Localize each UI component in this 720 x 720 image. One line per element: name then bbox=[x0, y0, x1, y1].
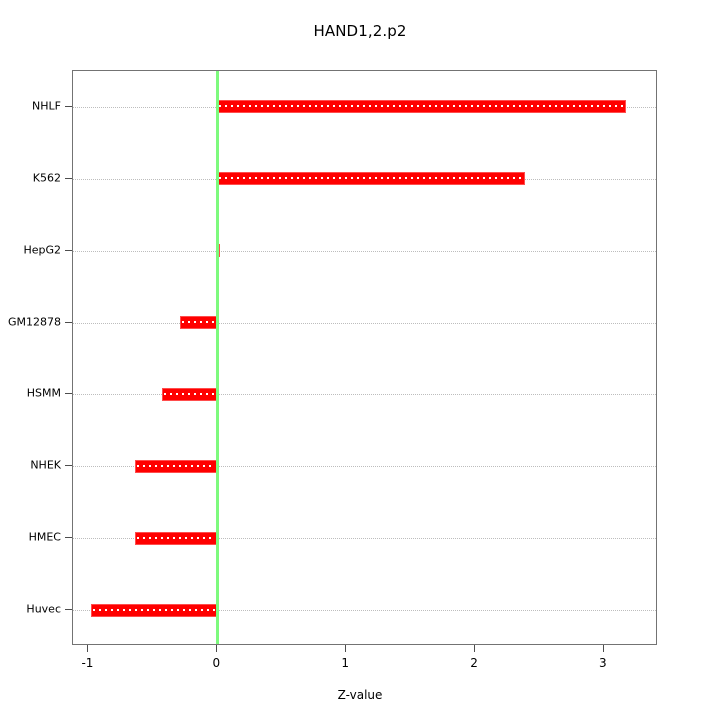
bar bbox=[134, 459, 218, 473]
y-tick-mark bbox=[65, 105, 72, 107]
chart-title: HAND1,2.p2 bbox=[313, 22, 407, 40]
y-axis bbox=[0, 0, 64, 720]
gridline bbox=[73, 322, 656, 324]
gridline bbox=[73, 250, 656, 252]
bar bbox=[134, 531, 218, 545]
y-tick-mark bbox=[65, 465, 72, 467]
x-tick-label-1: 1 bbox=[341, 656, 349, 670]
bar bbox=[217, 100, 626, 114]
bar bbox=[217, 172, 526, 186]
y-tick-mark bbox=[65, 177, 72, 179]
plot-area bbox=[72, 70, 657, 645]
x-tick-label-2: 2 bbox=[470, 656, 478, 670]
x-tick-mark bbox=[474, 645, 476, 652]
x-tick-mark bbox=[345, 645, 347, 652]
gridline bbox=[73, 394, 656, 396]
y-tick-mark bbox=[65, 393, 72, 395]
bar bbox=[91, 603, 218, 617]
x-tick-label-neg1: -1 bbox=[81, 656, 94, 670]
gridline bbox=[73, 466, 656, 468]
x-tick-mark bbox=[216, 645, 218, 652]
x-axis-label: Z-value bbox=[337, 688, 383, 702]
gridline bbox=[73, 610, 656, 612]
y-tick-mark bbox=[65, 249, 72, 251]
bar bbox=[161, 387, 218, 401]
bar bbox=[179, 316, 218, 330]
y-tick-mark bbox=[65, 321, 72, 323]
x-tick-label-0: 0 bbox=[212, 656, 221, 670]
x-tick-mark bbox=[87, 645, 89, 652]
gridline bbox=[73, 538, 656, 540]
x-tick-label-3: 3 bbox=[599, 656, 607, 670]
y-tick-mark bbox=[65, 537, 72, 539]
x-tick-mark bbox=[602, 645, 604, 652]
zero-reference-line bbox=[216, 71, 220, 644]
y-tick-mark bbox=[65, 609, 72, 611]
